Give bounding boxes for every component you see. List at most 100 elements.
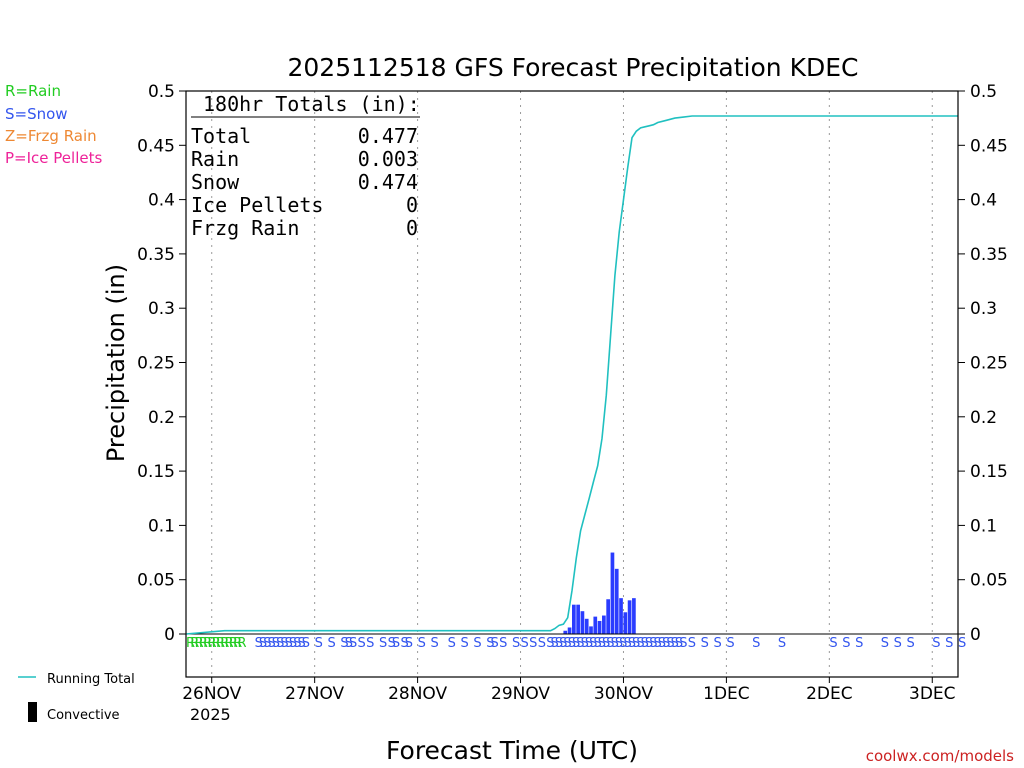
y-tick-label-right: 0.35: [970, 245, 1008, 265]
type-marker-snow: S: [512, 636, 520, 651]
type-marker-snow: S: [894, 636, 902, 651]
type-marker-snow: S: [491, 636, 499, 651]
type-marker-snow: S: [576, 636, 584, 651]
type-marker-snow: S: [581, 636, 589, 651]
precip-bar: [627, 600, 632, 634]
legend-convective: Convective: [47, 708, 120, 723]
type-marker-snow: S: [272, 636, 280, 651]
type-marker-snow: S: [430, 636, 438, 651]
type-marker-snow: S: [855, 636, 863, 651]
precip-bar: [593, 616, 598, 634]
type-marker-snow: S: [675, 636, 683, 651]
type-marker-snow: S: [259, 636, 267, 651]
type-marker-snow: S: [538, 636, 546, 651]
legend-freezing-rain: Z=Frzg Rain: [5, 127, 97, 145]
type-marker-snow: S: [641, 636, 649, 651]
y-tick-label-right: 0.2: [970, 408, 997, 428]
type-marker-snow: S: [521, 636, 529, 651]
type-marker-snow: S: [546, 636, 554, 651]
totals-box: 180hr Totals (in): Total 0.477 Rain 0.003 Sn…: [191, 92, 420, 240]
type-marker-snow: S: [907, 636, 915, 651]
type-marker-rain: R: [237, 636, 246, 651]
type-marker-snow: S: [842, 636, 850, 651]
totals-row-label: Total: [191, 124, 251, 148]
totals-row-value: 0: [406, 216, 418, 240]
type-marker-snow: S: [636, 636, 644, 651]
type-marker-snow: S: [653, 636, 661, 651]
legend-convective-swatch: [28, 702, 37, 722]
y-tick-label-right: 0.45: [970, 136, 1008, 156]
plot-frame: [185, 90, 959, 678]
credit-text: coolwx.com/models: [866, 747, 1014, 765]
type-marker-rain: R: [186, 636, 195, 651]
type-marker-snow: S: [589, 636, 597, 651]
type-marker-snow: S: [486, 636, 494, 651]
type-marker-snow: S: [280, 636, 288, 651]
y-tick-label-right: 0.4: [970, 191, 997, 211]
y-tick-label: 0.15: [137, 462, 175, 482]
type-marker-snow: S: [593, 636, 601, 651]
type-marker-snow: S: [568, 636, 576, 651]
type-marker-snow: S: [611, 636, 619, 651]
y-tick-label: 0.45: [137, 136, 175, 156]
running-total-line: [185, 115, 958, 635]
type-marker-snow: S: [958, 636, 966, 651]
precip-bar: [597, 620, 602, 634]
type-marker-rain: R: [225, 636, 234, 651]
type-marker-snow: S: [392, 636, 400, 651]
series-legend: Running Total Convective: [18, 672, 135, 723]
x-tick-label: 1DEC: [703, 684, 750, 704]
type-marker-snow: S: [267, 636, 275, 651]
type-marker-snow: S: [460, 636, 468, 651]
x-axis-label: Forecast Time (UTC): [386, 736, 638, 765]
legend-ice-pellets: P=Ice Pellets: [5, 149, 102, 167]
type-marker-rain: R: [229, 636, 238, 651]
type-marker-snow: S: [945, 636, 953, 651]
type-marker-snow: S: [658, 636, 666, 651]
precip-bar: [589, 626, 593, 634]
type-marker-snow: S: [315, 636, 323, 651]
type-marker-snow: S: [263, 636, 271, 651]
type-marker-snow: S: [598, 636, 606, 651]
chart-title: 2025112518 GFS Forecast Precipitation KD…: [288, 53, 859, 82]
type-marker-snow: S: [340, 636, 348, 651]
type-marker-snow: S: [418, 636, 426, 651]
type-marker-snow: S: [623, 636, 631, 651]
totals-row-value: 0.477: [358, 124, 418, 148]
type-marker-snow: S: [645, 636, 653, 651]
type-marker-snow: S: [285, 636, 293, 651]
type-marker-snow: S: [405, 636, 413, 651]
y-ticks-right: 0 0.05 0.1 0.15 0.2 0.25 0.3 0.35 0.4 0.45 0.5: [958, 82, 1008, 645]
hourly-bars: [563, 552, 636, 634]
type-marker-snow: S: [345, 636, 353, 651]
type-marker-snow: S: [302, 636, 310, 651]
y-tick-label-right: 0.05: [970, 571, 1008, 591]
precip-bar: [572, 604, 576, 634]
totals-row-label: Ice Pellets: [191, 193, 323, 217]
type-marker-snow: S: [752, 636, 760, 651]
type-marker-snow: S: [358, 636, 366, 651]
type-marker-snow: S: [388, 636, 396, 651]
type-marker-snow: S: [499, 636, 507, 651]
type-marker-snow: S: [778, 636, 786, 651]
type-marker-snow: S: [662, 636, 670, 651]
type-marker-snow: S: [585, 636, 593, 651]
y-tick-label-right: 0: [970, 625, 981, 645]
type-marker-rain: R: [216, 636, 225, 651]
totals-row-label: Rain: [191, 147, 239, 171]
y-tick-label-right: 0.3: [970, 299, 997, 319]
legend-running-total: Running Total: [47, 672, 135, 687]
totals-heading: 180hr Totals (in):: [203, 92, 420, 116]
type-marker-snow: S: [602, 636, 610, 651]
type-marker-snow: S: [932, 636, 940, 651]
y-tick-label: 0.5: [148, 82, 175, 102]
type-marker-snow: S: [714, 636, 722, 651]
type-marker-snow: S: [563, 636, 571, 651]
type-marker-rain: R: [190, 636, 199, 651]
totals-row-value: 0.003: [358, 147, 418, 171]
type-marker-snow: S: [448, 636, 456, 651]
type-marker-snow: S: [679, 636, 687, 651]
type-marker-rain: R: [207, 636, 216, 651]
year-label: 2025: [190, 705, 231, 724]
